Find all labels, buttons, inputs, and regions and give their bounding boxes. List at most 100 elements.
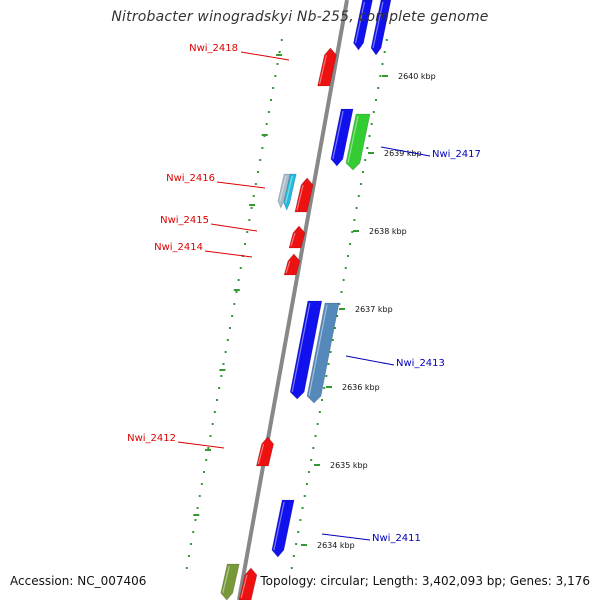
inner-track-dot (244, 243, 247, 245)
gene-label-Nwi_2416[interactable]: Nwi_2416 (166, 173, 215, 184)
inner-track-dot (226, 339, 229, 341)
outer-track-dot (295, 543, 298, 545)
scale-layer: 2640 kbp 2639 kbp 2638 kbp 2637 kbp 2636 kbp… (301, 72, 436, 550)
gene-Nwi_2412 (256, 436, 274, 467)
outer-track-dot (325, 375, 328, 377)
inner-track-dot (233, 303, 236, 305)
inner-track-dot (198, 495, 201, 497)
inner-track-dot (239, 267, 242, 269)
outer-track-dot (290, 567, 293, 569)
gene-Nwi_2417 (345, 113, 371, 171)
inner-track-dot (235, 291, 238, 293)
inner-track-dot (280, 39, 283, 41)
gene-Nwi_2416b (283, 173, 297, 211)
gene-block-reverse-2417a (330, 108, 354, 167)
outer-track-dot (366, 147, 369, 149)
outer-track-dot (321, 399, 323, 401)
inner-track-dot (278, 51, 281, 53)
outer-track-dot (357, 195, 360, 197)
inner-track-dot (265, 123, 268, 125)
gene-label-Nwi_2415[interactable]: Nwi_2415 (160, 215, 209, 226)
gene-block-top-reverse-a-highlight (354, 1, 366, 44)
gene-label-Nwi_2413[interactable]: Nwi_2413 (396, 358, 445, 369)
gene-label-leader (321, 533, 371, 541)
inner-track-dot (200, 483, 203, 485)
outer-track-dot (383, 51, 386, 53)
gene-label-Nwi_2417[interactable]: Nwi_2417 (432, 149, 481, 160)
gene-block-bottom-forward-highlight (240, 574, 248, 599)
outer-track-dot (303, 495, 306, 497)
outer-track-dot (314, 435, 317, 437)
inner-track-dot (252, 195, 255, 197)
genome-summary-text: Topology: circular; Length: 3,402,093 bp… (258, 574, 592, 588)
outer-track-dot (329, 351, 332, 353)
scale-tick-label: 2635 kbp (330, 461, 368, 470)
scale-tick-label: 2639 kbp (384, 149, 422, 158)
scale-tick-label: 2636 kbp (342, 383, 380, 392)
outer-track-dot (375, 99, 377, 101)
gene-block-bottom-olive (220, 563, 240, 600)
inner-track-dot (185, 567, 188, 569)
gene-block-top-reverse-b (370, 0, 392, 56)
gene-label-leader (240, 51, 290, 61)
inner-track-dot (250, 207, 253, 209)
outer-track-dot (362, 171, 365, 173)
scale-tick-label: 2638 kbp (369, 227, 407, 236)
outer-track-dot (308, 471, 311, 473)
outer-track-dot (368, 135, 371, 137)
gene-Nwi_2411 (271, 499, 295, 558)
outer-track-dot (344, 267, 347, 269)
inner-track-dot (196, 507, 199, 509)
gene-label-Nwi_2418[interactable]: Nwi_2418 (189, 43, 238, 54)
gene-label-Nwi_2412[interactable]: Nwi_2412 (127, 433, 176, 444)
gene-Nwi_2415 (288, 225, 306, 249)
outer-track-dot (338, 303, 341, 305)
gene-block-top-reverse-b-highlight (372, 1, 384, 49)
outer-track-dot (379, 75, 382, 77)
inner-track-dot (190, 543, 193, 545)
inner-track-dot (216, 399, 218, 401)
outer-track-dot (372, 111, 375, 113)
inner-track-dot (254, 183, 257, 185)
outer-track-dot (305, 483, 308, 485)
outer-track-dot (297, 531, 300, 533)
gene-label-Nwi_2411[interactable]: Nwi_2411 (372, 533, 421, 544)
outer-track-dot (318, 411, 321, 413)
gene-block-bottom-olive-highlight (222, 565, 230, 594)
outer-track-dot (385, 39, 388, 41)
outer-track-dot (353, 219, 356, 221)
gene-Nwi_2414 (283, 253, 301, 276)
outer-track-dot (310, 459, 313, 461)
outer-track-dot (299, 519, 302, 521)
gene-layer (220, 0, 392, 600)
gene-label-leader (177, 441, 225, 449)
gene-block-bottom-forward (238, 567, 258, 600)
inner-track-dot (187, 555, 190, 557)
gene-label-Nwi_2414[interactable]: Nwi_2414 (154, 242, 203, 253)
inner-track-dot (259, 159, 262, 161)
inner-track-dot (246, 231, 249, 233)
gene-Nwi_2411-highlight (273, 501, 285, 551)
inner-track-dot (224, 351, 227, 353)
outer-track-dot (377, 87, 380, 89)
inner-track-dot (192, 531, 195, 533)
gene-block-top-reverse-a (353, 0, 373, 51)
gene-Nwi_2414-highlight (285, 260, 291, 274)
gene-Nwi_2416a-highlight (279, 175, 287, 202)
outer-track-dot (312, 447, 315, 449)
map-title: Nitrobacter winogradskyi Nb-255, complet… (111, 9, 489, 25)
outer-track-dot (323, 387, 326, 389)
gene-label-leader (210, 223, 258, 232)
outer-track-dot (342, 279, 345, 281)
gene-Nwi_2416-highlight (296, 184, 304, 211)
gene-Nwi_2416b-highlight (285, 175, 293, 204)
gene-block-reverse-2413a-highlight (291, 302, 311, 393)
scale-tick-label: 2640 kbp (398, 72, 436, 81)
inner-track-dot (237, 279, 240, 281)
gene-Nwi_2418-highlight (318, 54, 328, 85)
gene-label-leader (216, 181, 266, 189)
outer-track-dot (301, 507, 304, 509)
outer-track-dot (349, 243, 352, 245)
gene-label-leader (345, 355, 395, 366)
